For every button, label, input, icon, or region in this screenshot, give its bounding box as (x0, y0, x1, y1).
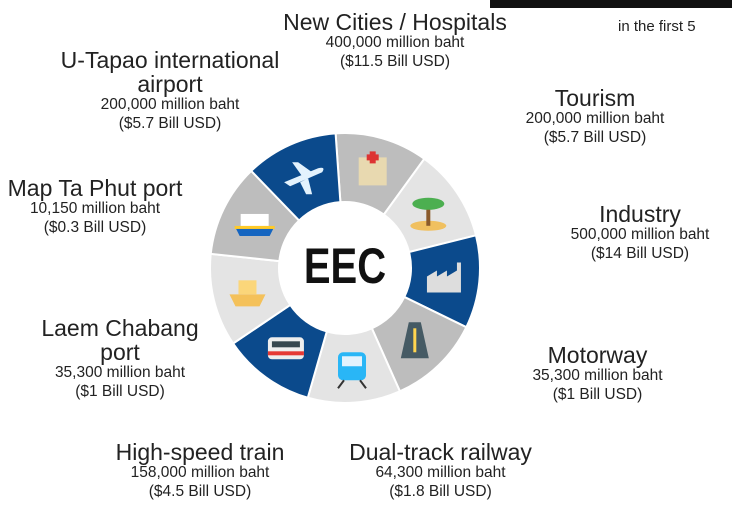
segment-icon (267, 337, 304, 360)
segment-name: Laem Chabang port (41, 315, 199, 366)
segment-name: Dual-track railway (349, 439, 532, 465)
train (267, 337, 304, 360)
segment-label: New Cities / Hospitals 400,000 million ba… (255, 10, 535, 71)
factory (426, 262, 461, 293)
segment-amount: 200,000 million baht (525, 110, 665, 128)
segment-label: U-Tapao international airport 200,000 mil… (40, 48, 300, 133)
center-label: EEC (304, 238, 386, 294)
segment-label: Industry 500,000 million baht ($14 Bill US… (545, 202, 732, 263)
segment-usd: ($5.7 Bill USD) (118, 114, 222, 132)
segment-label: Dual-track railway 64,300 million baht ($1… (328, 440, 553, 501)
segment-name: Industry (599, 201, 681, 227)
segment-icon (400, 322, 429, 359)
segment-icon (358, 151, 387, 186)
segment-icon (426, 262, 461, 293)
cabin (238, 280, 257, 295)
rails (337, 379, 367, 389)
trunk (426, 205, 431, 226)
segment-label: High-speed train 158,000 million baht ($4.… (95, 440, 305, 501)
band (234, 225, 275, 229)
segment-amount: 64,300 million baht (375, 464, 506, 482)
segment-name: Motorway (547, 342, 648, 368)
segment-label: Motorway 35,300 million baht ($1 Bill USD) (505, 343, 690, 404)
segment-amount: 200,000 million baht (100, 96, 240, 114)
segment-usd: ($5.7 Bill USD) (543, 128, 647, 146)
segment-usd: ($1.8 Bill USD) (389, 482, 492, 500)
deck (240, 213, 269, 226)
segment-icon (234, 213, 275, 236)
segment-amount: 158,000 million baht (130, 464, 270, 482)
segment-amount: 400,000 million baht (325, 34, 465, 52)
segment-label: Map Ta Phut port 10,150 million baht ($0.3… (0, 176, 190, 237)
stripe (267, 351, 304, 356)
segment-label: Laem Chabang port 35,300 million baht ($1 … (20, 316, 220, 401)
segment-name: High-speed train (115, 439, 285, 465)
segment-usd: ($14 Bill USD) (590, 244, 690, 262)
plane (284, 162, 324, 195)
segment-label: Tourism 200,000 million baht ($5.7 Bill US… (490, 86, 700, 147)
segment-amount: 10,150 million baht (29, 200, 161, 218)
segment-amount: 35,300 million baht (532, 367, 663, 385)
segment-amount: 35,300 million baht (54, 364, 186, 382)
top-bar (490, 0, 732, 8)
segment-name: U-Tapao international airport (60, 47, 280, 98)
ring-segment (249, 132, 342, 222)
segment-icon (337, 352, 367, 389)
segment-icon (410, 197, 447, 231)
note: in the first 5 (618, 18, 696, 35)
window (271, 341, 300, 348)
segment-icon (284, 162, 324, 195)
segment-usd: ($1 Bill USD) (75, 382, 165, 400)
segment-amount: 500,000 million baht (570, 226, 710, 244)
line (413, 328, 417, 353)
segment-usd: ($4.5 Bill USD) (148, 482, 252, 500)
segment-name: Map Ta Phut port (7, 175, 183, 201)
segment-name: Tourism (554, 85, 636, 111)
segment-usd: ($1 Bill USD) (552, 385, 643, 403)
segment-name: New Cities / Hospitals (283, 9, 507, 35)
window (342, 356, 363, 367)
segment-usd: ($11.5 Bill USD) (340, 52, 450, 70)
segment-icon (229, 280, 266, 307)
leaves (412, 197, 445, 210)
hull (229, 294, 266, 307)
segment-usd: ($0.3 Bill USD) (43, 218, 147, 236)
cross (366, 154, 379, 161)
